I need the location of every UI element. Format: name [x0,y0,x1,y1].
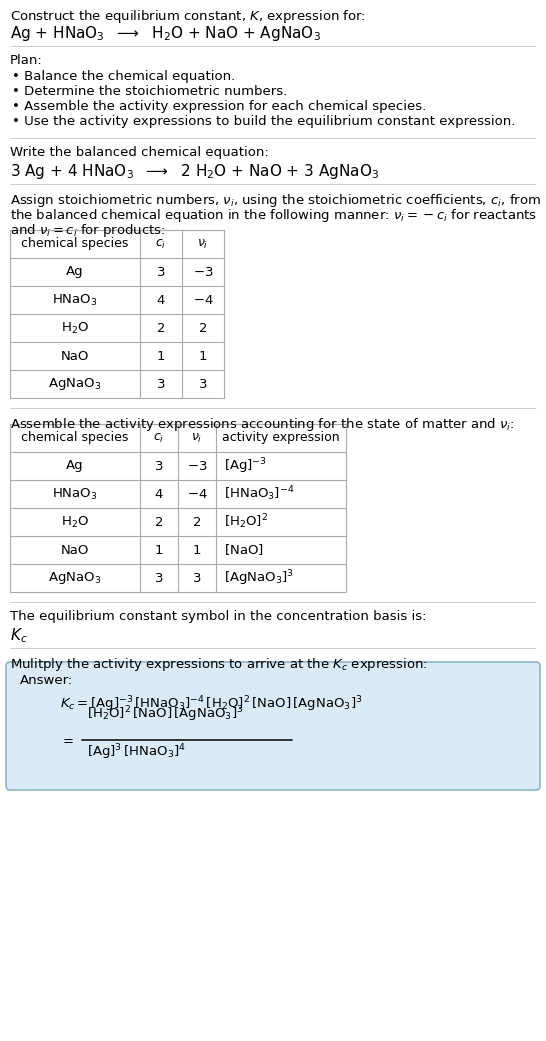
Text: AgNaO$_3$: AgNaO$_3$ [49,376,102,392]
Text: chemical species: chemical species [21,237,129,251]
Text: Mulitply the activity expressions to arrive at the $K_c$ expression:: Mulitply the activity expressions to arr… [10,656,428,672]
Text: 2: 2 [155,515,163,529]
Text: Plan:: Plan: [10,54,43,67]
Text: $[\mathrm{H_2O}]^{2}$: $[\mathrm{H_2O}]^{2}$ [224,512,268,531]
Text: $K_c = [\mathrm{Ag}]^{-3}\,[\mathrm{HNaO_3}]^{-4}\,[\mathrm{H_2O}]^{2}\,[\mathrm: $K_c = [\mathrm{Ag}]^{-3}\,[\mathrm{HNaO… [60,694,363,713]
Text: 3: 3 [193,572,201,584]
Text: 3 Ag + 4 HNaO$_3$  $\longrightarrow$  2 H$_2$O + NaO + 3 AgNaO$_3$: 3 Ag + 4 HNaO$_3$ $\longrightarrow$ 2 H$… [10,162,379,181]
Text: NaO: NaO [61,350,89,362]
Text: $[\mathrm{Ag}]^{-3}$: $[\mathrm{Ag}]^{-3}$ [224,456,267,476]
Text: 3: 3 [157,378,165,390]
Text: $c_i$: $c_i$ [153,431,165,445]
Text: 4: 4 [157,294,165,306]
Text: HNaO$_3$: HNaO$_3$ [52,293,98,307]
Text: Assign stoichiometric numbers, $\nu_i$, using the stoichiometric coefficients, $: Assign stoichiometric numbers, $\nu_i$, … [10,192,541,209]
FancyBboxPatch shape [6,662,540,790]
Text: The equilibrium constant symbol in the concentration basis is:: The equilibrium constant symbol in the c… [10,610,426,623]
Text: AgNaO$_3$: AgNaO$_3$ [49,570,102,586]
Text: 2: 2 [199,322,207,334]
Text: 1: 1 [193,543,201,557]
Text: 3: 3 [199,378,207,390]
Text: NaO: NaO [61,543,89,557]
Text: $-4$: $-4$ [193,294,213,306]
Text: Ag + HNaO$_3$  $\longrightarrow$  H$_2$O + NaO + AgNaO$_3$: Ag + HNaO$_3$ $\longrightarrow$ H$_2$O +… [10,24,321,43]
Text: $-4$: $-4$ [187,487,207,501]
Text: Construct the equilibrium constant, $K$, expression for:: Construct the equilibrium constant, $K$,… [10,8,366,25]
Text: $=$: $=$ [60,734,74,746]
Text: and $\nu_i = c_i$ for products:: and $\nu_i = c_i$ for products: [10,222,165,239]
Text: H$_2$O: H$_2$O [61,514,89,530]
Text: $\nu_i$: $\nu_i$ [191,431,203,445]
Text: 3: 3 [155,459,163,473]
Text: $[\mathrm{Ag}]^{3}\,[\mathrm{HNaO_3}]^{4}$: $[\mathrm{Ag}]^{3}\,[\mathrm{HNaO_3}]^{4… [87,742,186,762]
Text: $K_c$: $K_c$ [10,626,28,644]
Text: $[\mathrm{NaO}]$: $[\mathrm{NaO}]$ [224,542,264,558]
Text: 3: 3 [155,572,163,584]
Text: $-3$: $-3$ [193,265,213,279]
Text: • Assemble the activity expression for each chemical species.: • Assemble the activity expression for e… [12,100,426,113]
Text: activity expression: activity expression [222,432,340,445]
Text: 2: 2 [157,322,165,334]
Text: 4: 4 [155,487,163,501]
Text: chemical species: chemical species [21,432,129,445]
Text: the balanced chemical equation in the following manner: $\nu_i = -c_i$ for react: the balanced chemical equation in the fo… [10,207,537,224]
Text: Write the balanced chemical equation:: Write the balanced chemical equation: [10,146,269,159]
Text: $\nu_i$: $\nu_i$ [197,237,209,251]
Text: 3: 3 [157,265,165,279]
Text: H$_2$O: H$_2$O [61,321,89,335]
Text: $[\mathrm{H_2O}]^{2}\,[\mathrm{NaO}]\,[\mathrm{AgNaO_3}]^{3}$: $[\mathrm{H_2O}]^{2}\,[\mathrm{NaO}]\,[\… [87,705,244,723]
Text: $[\mathrm{AgNaO_3}]^{3}$: $[\mathrm{AgNaO_3}]^{3}$ [224,568,294,588]
Text: • Balance the chemical equation.: • Balance the chemical equation. [12,70,235,83]
Bar [10,424,346,592]
Text: • Determine the stoichiometric numbers.: • Determine the stoichiometric numbers. [12,85,287,98]
Text: 1: 1 [157,350,165,362]
Text: Ag: Ag [66,459,84,473]
Text: Ag: Ag [66,265,84,279]
Text: 2: 2 [193,515,201,529]
Text: $c_i$: $c_i$ [156,237,167,251]
Text: Assemble the activity expressions accounting for the state of matter and $\nu_i$: Assemble the activity expressions accoun… [10,416,515,433]
Text: Answer:: Answer: [20,674,73,687]
Text: $[\mathrm{HNaO_3}]^{-4}$: $[\mathrm{HNaO_3}]^{-4}$ [224,485,294,504]
Text: HNaO$_3$: HNaO$_3$ [52,486,98,502]
Bar [10,230,224,398]
Text: • Use the activity expressions to build the equilibrium constant expression.: • Use the activity expressions to build … [12,115,515,128]
Text: 1: 1 [199,350,207,362]
Text: $-3$: $-3$ [187,459,207,473]
Text: 1: 1 [155,543,163,557]
